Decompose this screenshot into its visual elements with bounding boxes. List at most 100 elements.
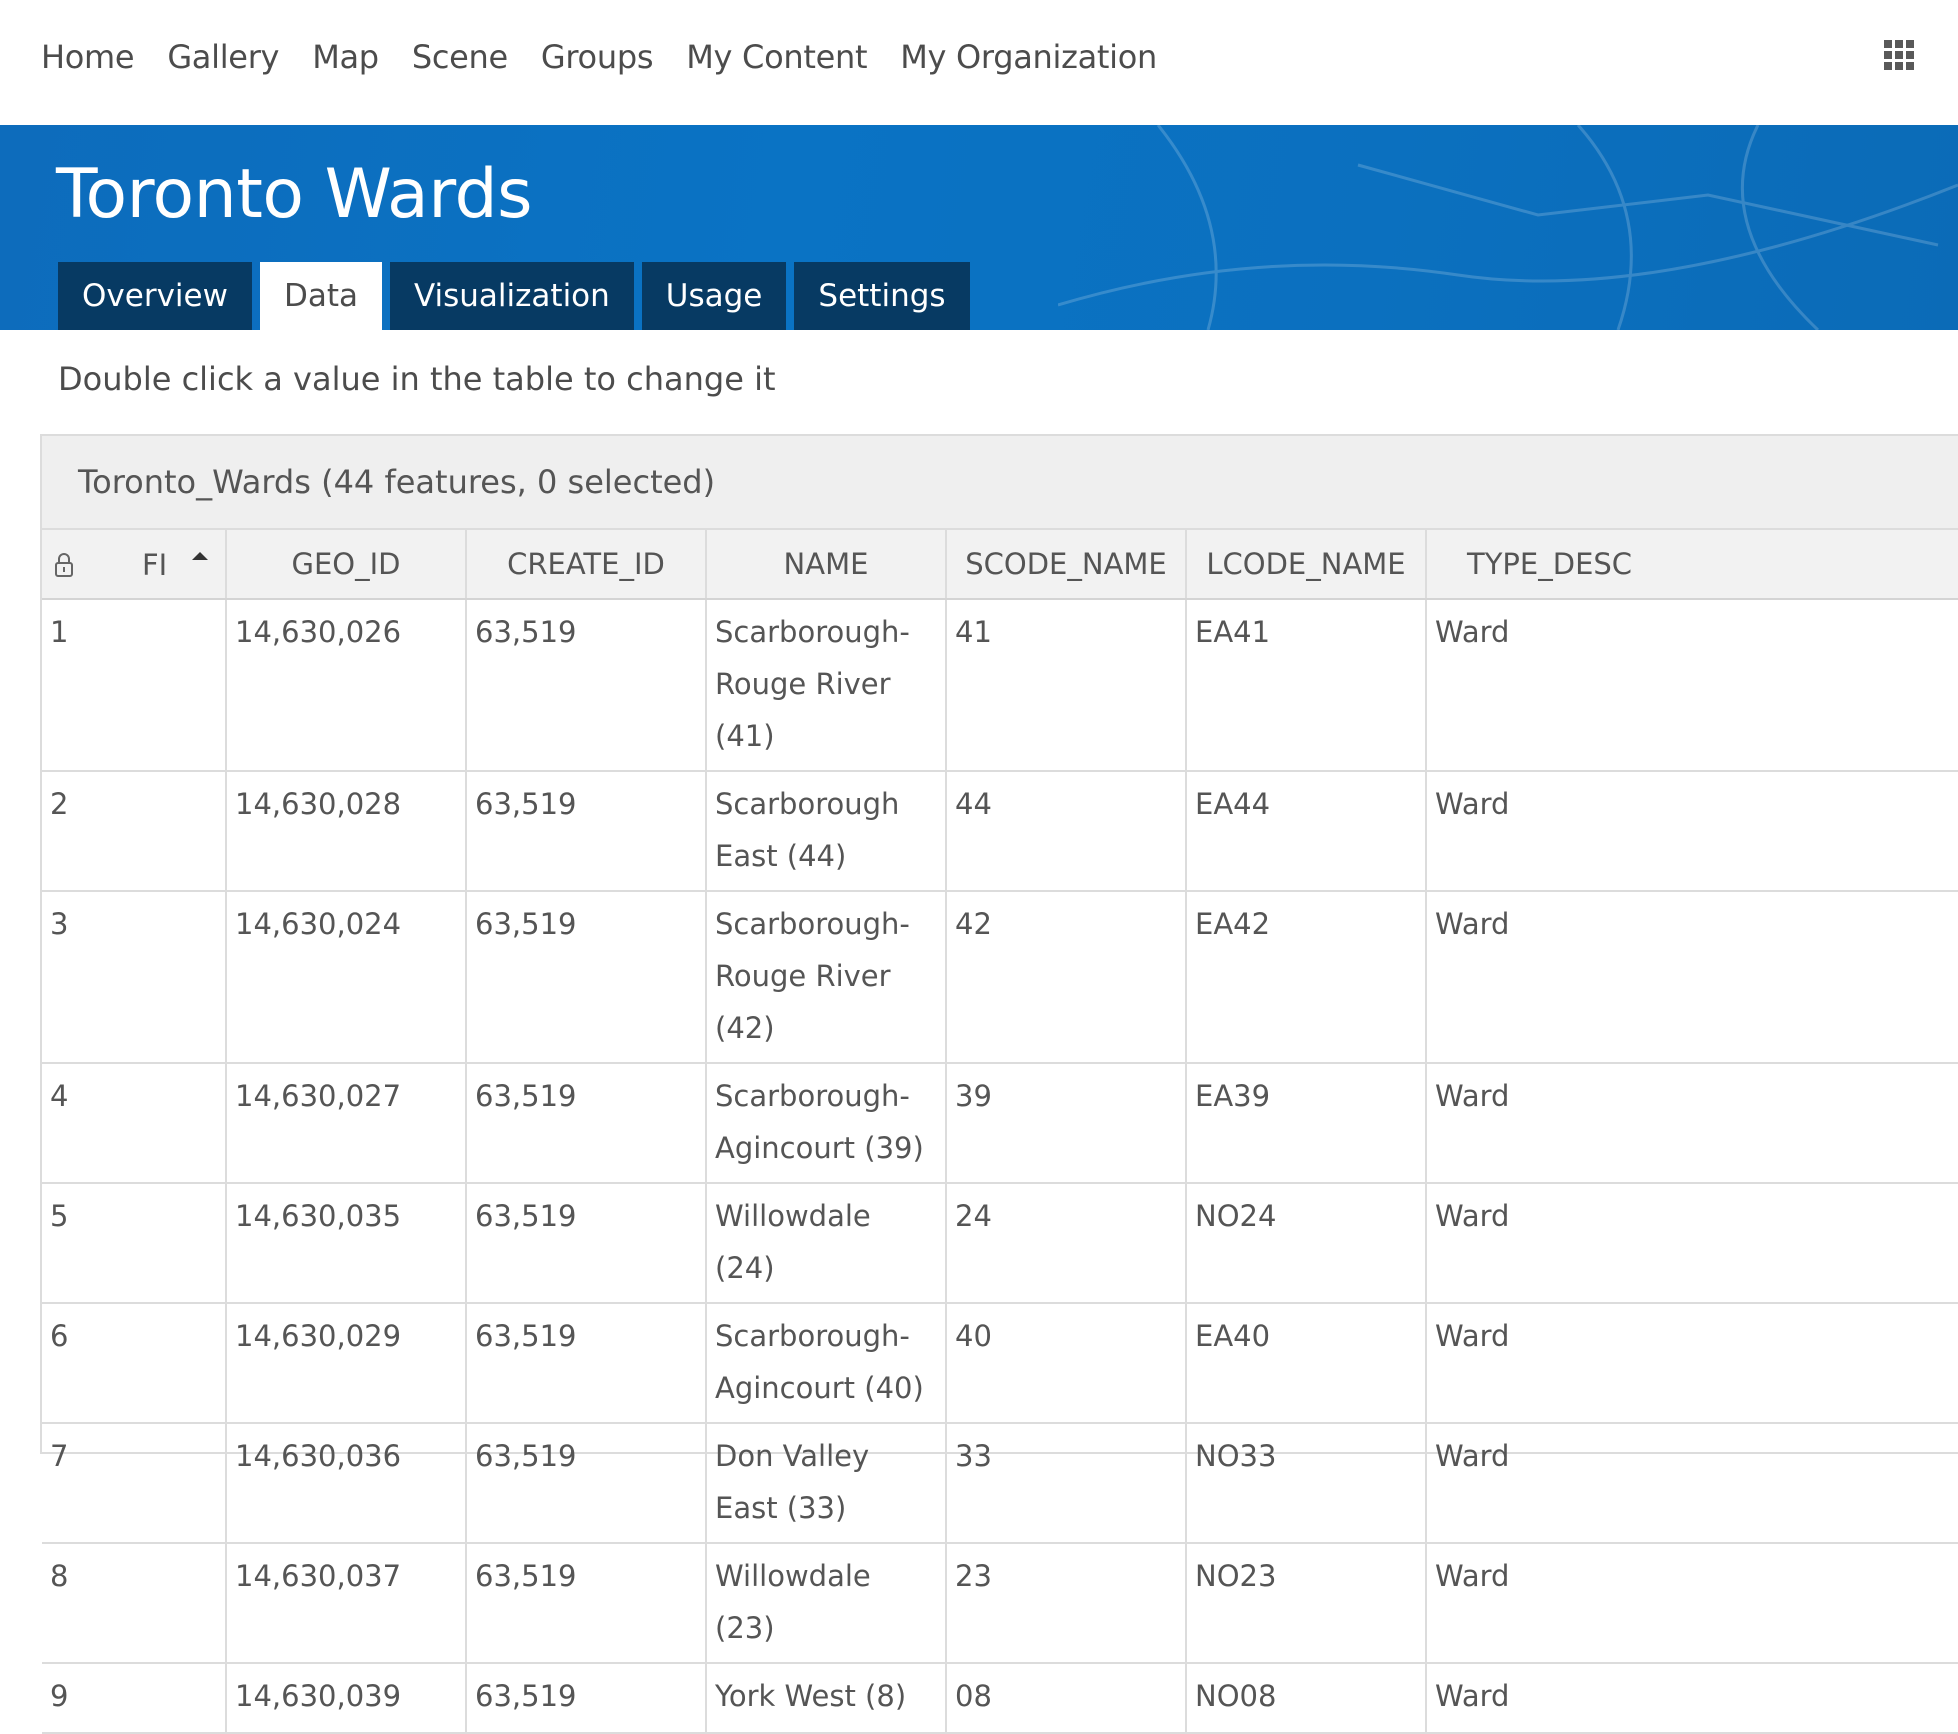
data-table-panel: Toronto_Wards (44 features, 0 selected) …: [40, 434, 1958, 1734]
table-row[interactable]: 1 14,630,026 63,519 Scarborough-Rouge Ri…: [42, 599, 1958, 772]
table-row[interactable]: 8 14,630,037 63,519 Willowdale (23) 23 N…: [42, 1543, 1958, 1664]
cell-scode-name[interactable]: 44: [946, 771, 1187, 892]
cell-geo-id[interactable]: 14,630,029: [226, 1303, 467, 1424]
cell-scode-name[interactable]: 33: [946, 1423, 1187, 1544]
column-header-name[interactable]: NAME: [706, 530, 947, 600]
nav-gallery[interactable]: Gallery: [167, 38, 280, 76]
table-row[interactable]: 9 14,630,039 63,519 York West (8) 08 NO0…: [42, 1663, 1958, 1734]
column-header-lcode-name[interactable]: LCODE_NAME: [1186, 530, 1427, 600]
tab-visualization[interactable]: Visualization: [389, 262, 634, 330]
cell-geo-id[interactable]: 14,630,036: [226, 1423, 467, 1544]
cell-create-id[interactable]: 63,519: [466, 1543, 707, 1664]
table-row[interactable]: 5 14,630,035 63,519 Willowdale (24) 24 N…: [42, 1183, 1958, 1304]
cell-name[interactable]: York West (8): [706, 1663, 947, 1734]
cell-geo-id[interactable]: 14,630,027: [226, 1063, 467, 1184]
column-header-scode-name[interactable]: SCODE_NAME: [946, 530, 1187, 600]
app-launcher-icon[interactable]: [1884, 40, 1914, 70]
cell-name[interactable]: Scarborough-Rouge River (42): [706, 891, 947, 1064]
cell-type-desc[interactable]: Ward: [1426, 599, 1958, 772]
column-header-type-desc[interactable]: TYPE_DESC: [1426, 530, 1958, 600]
table-row[interactable]: 2 14,630,028 63,519 Scarborough East (44…: [42, 771, 1958, 892]
cell-lcode-name[interactable]: NO33: [1186, 1423, 1427, 1544]
cell-type-desc[interactable]: Ward: [1426, 1663, 1958, 1734]
cell-fi[interactable]: 9: [42, 1663, 227, 1734]
cell-type-desc[interactable]: Ward: [1426, 1303, 1958, 1424]
cell-create-id[interactable]: 63,519: [466, 1663, 707, 1734]
table-row[interactable]: 7 14,630,036 63,519 Don Valley East (33)…: [42, 1423, 1958, 1544]
lock-icon[interactable]: [54, 552, 74, 578]
cell-name[interactable]: Scarborough-Agincourt (40): [706, 1303, 947, 1424]
cell-create-id[interactable]: 63,519: [466, 1423, 707, 1544]
cell-create-id[interactable]: 63,519: [466, 771, 707, 892]
nav-home[interactable]: Home: [41, 38, 135, 76]
cell-geo-id[interactable]: 14,630,035: [226, 1183, 467, 1304]
item-banner: Toronto Wards Overview Data Visualizatio…: [0, 125, 1958, 330]
table-row[interactable]: 4 14,630,027 63,519 Scarborough-Agincour…: [42, 1063, 1958, 1184]
cell-name[interactable]: Willowdale (24): [706, 1183, 947, 1304]
cell-geo-id[interactable]: 14,630,037: [226, 1543, 467, 1664]
cell-create-id[interactable]: 63,519: [466, 599, 707, 772]
tab-usage[interactable]: Usage: [641, 262, 787, 330]
cell-geo-id[interactable]: 14,630,024: [226, 891, 467, 1064]
table-row[interactable]: 3 14,630,024 63,519 Scarborough-Rouge Ri…: [42, 891, 1958, 1064]
column-header-label: FI: [142, 548, 168, 582]
cell-lcode-name[interactable]: NO08: [1186, 1663, 1427, 1734]
cell-create-id[interactable]: 63,519: [466, 1183, 707, 1304]
tab-data[interactable]: Data: [259, 262, 382, 330]
tab-settings[interactable]: Settings: [794, 262, 970, 330]
cell-type-desc[interactable]: Ward: [1426, 1423, 1958, 1544]
cell-fi[interactable]: 7: [42, 1423, 227, 1544]
cell-geo-id[interactable]: 14,630,026: [226, 599, 467, 772]
column-header-geo-id[interactable]: GEO_ID: [226, 530, 467, 600]
cell-create-id[interactable]: 63,519: [466, 1303, 707, 1424]
cell-fi[interactable]: 5: [42, 1183, 227, 1304]
cell-type-desc[interactable]: Ward: [1426, 1543, 1958, 1664]
cell-create-id[interactable]: 63,519: [466, 1063, 707, 1184]
cell-type-desc[interactable]: Ward: [1426, 771, 1958, 892]
cell-scode-name[interactable]: 40: [946, 1303, 1187, 1424]
cell-fi[interactable]: 3: [42, 891, 227, 1064]
cell-fi[interactable]: 2: [42, 771, 227, 892]
cell-scode-name[interactable]: 23: [946, 1543, 1187, 1664]
cell-fi[interactable]: 8: [42, 1543, 227, 1664]
nav-scene[interactable]: Scene: [411, 38, 508, 76]
cell-lcode-name[interactable]: EA41: [1186, 599, 1427, 772]
edit-hint: Double click a value in the table to cha…: [58, 360, 776, 398]
cell-fi[interactable]: 1: [42, 599, 227, 772]
tab-overview[interactable]: Overview: [58, 262, 252, 330]
cell-type-desc[interactable]: Ward: [1426, 891, 1958, 1064]
cell-create-id[interactable]: 63,519: [466, 891, 707, 1064]
cell-lcode-name[interactable]: EA42: [1186, 891, 1427, 1064]
cell-type-desc[interactable]: Ward: [1426, 1183, 1958, 1304]
nav-my-content[interactable]: My Content: [686, 38, 868, 76]
cell-name[interactable]: Scarborough-Rouge River (41): [706, 599, 947, 772]
cell-geo-id[interactable]: 14,630,028: [226, 771, 467, 892]
cell-lcode-name[interactable]: EA39: [1186, 1063, 1427, 1184]
cell-name[interactable]: Scarborough East (44): [706, 771, 947, 892]
nav-map[interactable]: Map: [312, 38, 379, 76]
nav-groups[interactable]: Groups: [540, 38, 654, 76]
item-tabs: Overview Data Visualization Usage Settin…: [58, 262, 978, 330]
table-row[interactable]: 6 14,630,029 63,519 Scarborough-Agincour…: [42, 1303, 1958, 1424]
cell-scode-name[interactable]: 24: [946, 1183, 1187, 1304]
cell-name[interactable]: Don Valley East (33): [706, 1423, 947, 1544]
cell-lcode-name[interactable]: EA44: [1186, 771, 1427, 892]
cell-scode-name[interactable]: 39: [946, 1063, 1187, 1184]
cell-lcode-name[interactable]: NO23: [1186, 1543, 1427, 1664]
cell-name[interactable]: Scarborough-Agincourt (39): [706, 1063, 947, 1184]
cell-fi[interactable]: 6: [42, 1303, 227, 1424]
page-title: Toronto Wards: [56, 155, 533, 234]
cell-fi[interactable]: 4: [42, 1063, 227, 1184]
cell-scode-name[interactable]: 41: [946, 599, 1187, 772]
nav-my-organization[interactable]: My Organization: [900, 38, 1158, 76]
cell-scode-name[interactable]: 08: [946, 1663, 1187, 1734]
cell-lcode-name[interactable]: EA40: [1186, 1303, 1427, 1424]
column-header-fi[interactable]: FI: [42, 530, 227, 600]
cell-scode-name[interactable]: 42: [946, 891, 1187, 1064]
top-navigation: Home Gallery Map Scene Groups My Content…: [0, 0, 1958, 125]
cell-geo-id[interactable]: 14,630,039: [226, 1663, 467, 1734]
cell-type-desc[interactable]: Ward: [1426, 1063, 1958, 1184]
column-header-create-id[interactable]: CREATE_ID: [466, 530, 707, 600]
cell-lcode-name[interactable]: NO24: [1186, 1183, 1427, 1304]
cell-name[interactable]: Willowdale (23): [706, 1543, 947, 1664]
